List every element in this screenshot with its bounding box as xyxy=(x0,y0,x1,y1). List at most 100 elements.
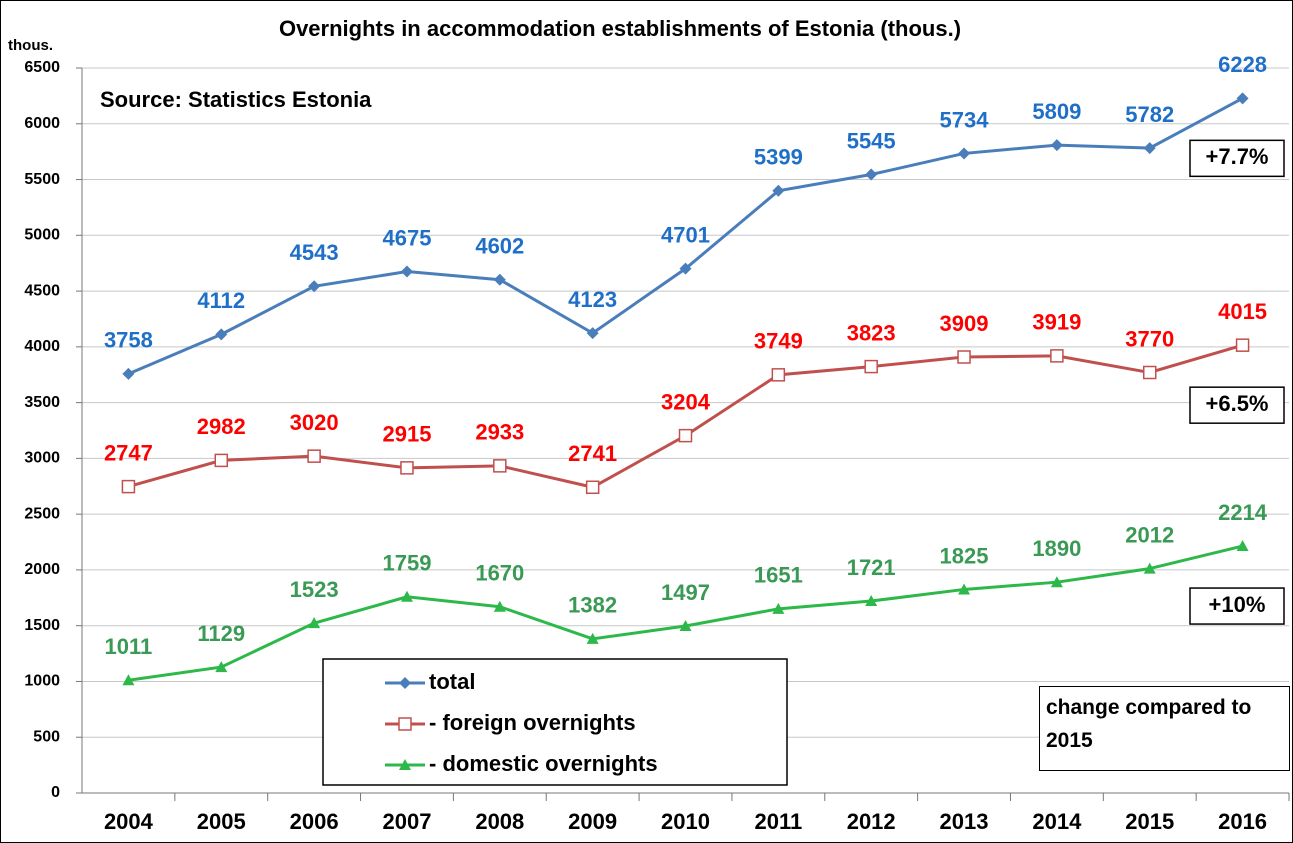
marker xyxy=(865,595,878,607)
data-label: 3909 xyxy=(940,311,989,336)
marker xyxy=(586,632,599,644)
marker xyxy=(214,453,229,468)
marker xyxy=(1143,142,1156,155)
marker xyxy=(1142,365,1157,380)
x-tick-label: 2011 xyxy=(754,809,802,834)
data-label: 2747 xyxy=(104,440,153,465)
marker xyxy=(586,327,599,340)
x-tick-label: 2016 xyxy=(1218,809,1267,834)
marker xyxy=(865,168,878,181)
legend-marker xyxy=(399,759,411,770)
x-tick-label: 2015 xyxy=(1125,809,1174,834)
y-tick-label: 4500 xyxy=(24,282,60,299)
marker xyxy=(308,280,321,293)
data-label: 3823 xyxy=(847,320,896,345)
data-label: 1825 xyxy=(940,543,989,568)
data-label: 4675 xyxy=(382,225,431,250)
data-label: 4123 xyxy=(568,287,617,312)
data-label: 3758 xyxy=(104,328,153,353)
y-axis-label: thous. xyxy=(8,37,53,54)
x-tick-label: 2005 xyxy=(197,809,246,834)
x-tick-label: 2007 xyxy=(382,809,431,834)
data-label: 2933 xyxy=(475,420,524,445)
marker xyxy=(400,265,413,278)
legend-marker xyxy=(398,717,412,731)
marker xyxy=(307,449,321,463)
marker xyxy=(400,590,413,602)
data-label: 1011 xyxy=(105,634,153,659)
y-tick-label: 6500 xyxy=(24,59,60,76)
y-tick-label: 0 xyxy=(51,784,60,801)
marker xyxy=(864,359,878,374)
data-label: 4112 xyxy=(197,288,245,313)
y-tick-label: 1000 xyxy=(24,673,60,690)
marker xyxy=(1143,562,1156,574)
chart-title: Overnights in accommodation establishmen… xyxy=(279,16,961,41)
data-label: 2214 xyxy=(1218,500,1268,525)
x-tick-label: 2009 xyxy=(568,809,617,834)
data-label: 1721 xyxy=(847,555,896,580)
data-label: 3770 xyxy=(1125,326,1174,351)
data-label: 5734 xyxy=(940,107,990,132)
marker xyxy=(679,620,692,632)
marker xyxy=(121,479,136,494)
marker xyxy=(585,480,600,495)
data-label: 4701 xyxy=(661,222,710,247)
change-label: +6.5% xyxy=(1206,391,1269,416)
marker xyxy=(215,328,228,341)
marker xyxy=(958,583,971,595)
data-label: 5545 xyxy=(847,128,896,153)
data-label: 2982 xyxy=(197,414,246,439)
data-label: 1129 xyxy=(197,621,245,646)
y-tick-label: 3500 xyxy=(24,394,60,411)
marker xyxy=(772,184,785,197)
marker xyxy=(493,273,506,286)
marker xyxy=(1050,349,1064,363)
data-label: 6228 xyxy=(1218,52,1267,77)
data-label: 3919 xyxy=(1032,310,1081,335)
marker xyxy=(679,262,692,275)
data-label: 4015 xyxy=(1218,299,1267,324)
change-box xyxy=(1189,587,1285,625)
data-label: 3204 xyxy=(661,389,711,414)
data-label: 1382 xyxy=(568,593,617,618)
data-label: 2012 xyxy=(1125,522,1174,547)
x-tick-label: 2014 xyxy=(1032,809,1082,834)
change-label: +10% xyxy=(1209,592,1266,617)
marker xyxy=(400,461,414,475)
data-label: 4543 xyxy=(290,240,339,265)
data-label: 5809 xyxy=(1032,99,1081,124)
y-tick-label: 5000 xyxy=(24,227,60,244)
marker xyxy=(1236,92,1249,105)
marker xyxy=(1050,576,1063,588)
marker xyxy=(122,367,135,380)
source: Source: Statistics Estonia xyxy=(100,87,372,112)
data-label: 2741 xyxy=(568,441,617,466)
marker xyxy=(308,617,321,629)
legend-label: total xyxy=(429,669,475,694)
marker xyxy=(122,674,135,686)
x-tick-label: 2006 xyxy=(290,809,339,834)
marker xyxy=(1235,338,1250,352)
legend-label: - foreign overnights xyxy=(429,710,636,735)
marker xyxy=(958,147,971,160)
marker xyxy=(957,350,971,364)
data-label: 1759 xyxy=(382,551,431,576)
x-tick-label: 2008 xyxy=(475,809,524,834)
data-label: 4602 xyxy=(475,234,524,259)
data-label: 2915 xyxy=(382,422,431,447)
data-label: 3020 xyxy=(290,410,339,435)
marker xyxy=(1050,139,1063,152)
y-tick-label: 1500 xyxy=(24,617,60,634)
marker xyxy=(771,368,786,382)
marker xyxy=(493,600,506,612)
data-label: 5782 xyxy=(1125,102,1174,127)
x-tick-label: 2013 xyxy=(940,809,989,834)
y-tick-label: 6000 xyxy=(24,115,60,132)
x-tick-label: 2012 xyxy=(847,809,896,834)
x-tick-label: 2010 xyxy=(661,809,710,834)
y-tick-label: 2000 xyxy=(24,561,60,578)
legend-label: - domestic overnights xyxy=(429,751,658,776)
